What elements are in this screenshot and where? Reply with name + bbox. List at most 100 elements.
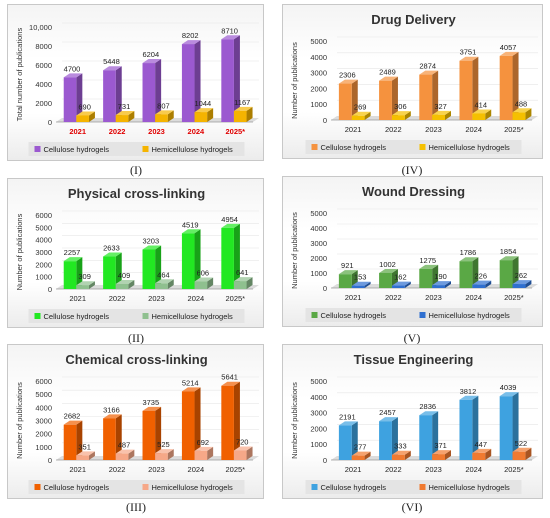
chart-panel-5: Chemical cross-linking Number of publicat… <box>7 344 264 499</box>
y-tick-label: 3000 <box>310 69 327 78</box>
cellulose-bar <box>142 63 156 122</box>
legend-swatch <box>311 484 318 490</box>
y-tick-label: 1000 <box>310 440 327 449</box>
legend-label: Hemicellulose hydrogels <box>152 483 234 492</box>
hemicellulose-value-label: 309 <box>78 272 91 281</box>
hemicellulose-bar-side <box>485 448 492 460</box>
y-tick-label: 5000 <box>35 223 52 232</box>
y-tick-label: 0 <box>323 456 327 465</box>
cellulose-bar <box>221 385 234 460</box>
x-tick-label: 2025* <box>504 125 524 134</box>
cellulose-bar-side <box>472 395 479 460</box>
hemicellulose-bar <box>351 285 365 288</box>
cellulose-bar-top <box>499 256 519 261</box>
cellulose-value-label: 5214 <box>182 378 199 387</box>
cellulose-bar-side <box>194 387 201 460</box>
hemicellulose-bar-top <box>115 111 135 116</box>
cellulose-value-label: 2682 <box>64 412 81 421</box>
hemicellulose-bar <box>351 115 365 120</box>
cellulose-bar-top <box>103 414 122 419</box>
hemicellulose-bar-top <box>76 111 95 116</box>
hemicellulose-value-label: 522 <box>515 439 528 448</box>
x-tick-label: 2024 <box>465 125 482 134</box>
y-axis-label: Number of publications <box>290 42 299 119</box>
hemicellulose-bar <box>233 450 247 460</box>
y-tick-label: 3000 <box>35 417 52 426</box>
cellulose-bar <box>63 77 77 122</box>
y-tick-label: 2000 <box>310 84 327 93</box>
legend-label: Hemicellulose hydrogels <box>429 483 511 492</box>
hemicellulose-bar <box>472 452 486 460</box>
hemicellulose-bar-side <box>167 110 174 122</box>
hemicellulose-value-label: 1167 <box>234 98 250 107</box>
chart-title: Chemical cross-linking <box>65 352 207 367</box>
hemicellulose-bar-top <box>472 109 492 114</box>
hemicellulose-value-label: 327 <box>434 102 447 111</box>
y-tick-label: 0 <box>323 284 327 293</box>
cellulose-bar-top <box>181 229 201 234</box>
x-tick-label: 2023 <box>148 294 165 303</box>
x-tick-label: 2024 <box>188 127 206 136</box>
cellulose-bar-side <box>351 421 358 460</box>
cellulose-value-label: 1002 <box>379 260 396 269</box>
x-tick-label: 2022 <box>109 465 126 474</box>
hemicellulose-bar <box>233 110 247 122</box>
cellulose-bar <box>181 44 195 122</box>
legend-swatch <box>419 144 426 150</box>
legend-swatch <box>142 146 149 152</box>
hemicellulose-bar-side <box>525 108 532 120</box>
legend-box <box>28 309 245 323</box>
y-axis-label: Number of publications <box>290 212 299 289</box>
cellulose-bar-side <box>432 70 439 120</box>
hemicellulose-bar <box>76 285 89 289</box>
hemicellulose-bar <box>76 455 89 460</box>
hemicellulose-bar-side <box>246 106 253 122</box>
hemicellulose-bar <box>432 114 446 120</box>
hemicellulose-bar-top <box>115 449 135 454</box>
cellulose-bar-top <box>499 392 519 397</box>
chart-panel-1: Total number of publications 0 2000 4000 600… <box>7 4 264 161</box>
y-tick-label: 4000 <box>35 236 52 245</box>
y-tick-label: 2000 <box>310 424 327 433</box>
hemicellulose-value-label: 153 <box>354 273 367 282</box>
y-tick-label: 2000 <box>35 430 52 439</box>
cellulose-bar-top <box>499 51 519 56</box>
legend-swatch <box>419 312 426 318</box>
hemicellulose-bar <box>76 115 89 122</box>
cellulose-bar-side <box>194 229 201 289</box>
cellulose-bar-side <box>512 51 519 120</box>
y-tick-label: 5000 <box>35 390 52 399</box>
hemicellulose-bar-side <box>246 446 253 460</box>
hemicellulose-bar-side <box>364 281 371 288</box>
cellulose-bar-side <box>351 79 358 120</box>
hemicellulose-bar <box>233 281 247 289</box>
cellulose-bar <box>63 261 77 289</box>
x-tick-label: 2025* <box>504 293 524 302</box>
cellulose-bar-side <box>472 56 479 120</box>
cellulose-bar-side <box>155 245 162 289</box>
hemicellulose-value-label: 162 <box>394 273 407 282</box>
panel-numeral-2: (IV) <box>401 163 423 177</box>
hemicellulose-bar <box>391 454 405 460</box>
cellulose-value-label: 1786 <box>460 248 477 257</box>
hemicellulose-bar-side <box>404 281 411 288</box>
legend-label: Hemicellulose hydrogels <box>429 143 511 152</box>
x-tick-label: 2021 <box>345 293 362 302</box>
cellulose-bar-top <box>379 417 398 422</box>
legend-swatch <box>34 313 41 319</box>
hemicellulose-bar-top <box>194 277 214 282</box>
cellulose-bar-side <box>233 35 240 122</box>
hemicellulose-bar <box>472 284 486 288</box>
y-tick-label: 5000 <box>310 209 327 218</box>
hemicellulose-bar <box>512 451 526 460</box>
cellulose-bar-top <box>221 381 240 386</box>
cellulose-bar-side <box>233 223 240 289</box>
cellulose-bar <box>338 274 352 288</box>
x-tick-label: 2022 <box>385 293 402 302</box>
legend-label: Cellulose hydrogels <box>44 312 110 321</box>
cellulose-bar-side <box>76 420 83 460</box>
x-tick-label: 2024 <box>465 293 482 302</box>
hemicellulose-value-label: 731 <box>118 102 131 111</box>
chart-3-svg: Physical cross-linking Number of publicat… <box>15 186 259 323</box>
cellulose-bar-top <box>221 223 240 228</box>
